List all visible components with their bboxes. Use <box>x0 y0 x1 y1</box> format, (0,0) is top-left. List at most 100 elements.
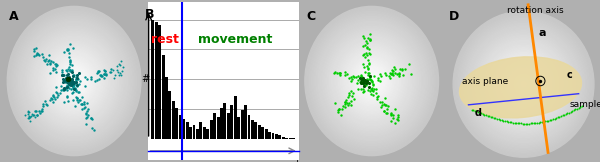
Ellipse shape <box>307 9 436 153</box>
Bar <box>244 105 247 139</box>
Bar <box>251 120 254 139</box>
Point <box>46 60 55 63</box>
Point <box>359 85 369 87</box>
Point <box>492 118 502 120</box>
Point <box>61 80 71 82</box>
Point <box>373 94 383 97</box>
Point <box>502 120 511 123</box>
Point <box>65 79 74 82</box>
Point <box>486 116 496 118</box>
Bar <box>241 110 244 139</box>
Point <box>368 89 378 92</box>
Text: speed: speed <box>274 160 299 162</box>
Point <box>62 79 71 81</box>
Point <box>52 91 62 94</box>
Point <box>64 78 73 81</box>
Point <box>386 76 395 79</box>
Point <box>68 82 77 85</box>
Point <box>32 53 42 56</box>
Point <box>494 118 503 121</box>
Point <box>62 47 71 50</box>
Point <box>71 75 81 78</box>
Point <box>363 59 373 62</box>
Point <box>398 67 407 70</box>
Text: D: D <box>449 10 459 23</box>
Point <box>94 71 103 74</box>
Point <box>532 122 542 124</box>
Point <box>64 78 74 81</box>
Point <box>66 82 76 85</box>
Point <box>363 37 373 39</box>
Point <box>556 115 566 117</box>
Bar <box>196 129 199 139</box>
Point <box>537 121 547 123</box>
Point <box>355 76 365 79</box>
Point <box>24 117 34 120</box>
Bar <box>185 122 188 139</box>
Point <box>68 74 78 76</box>
Point <box>500 120 510 122</box>
Ellipse shape <box>512 72 535 96</box>
Point <box>39 59 49 61</box>
Point <box>536 80 545 82</box>
Bar <box>161 55 164 139</box>
Point <box>404 63 413 65</box>
Point <box>534 121 544 124</box>
Point <box>71 78 80 80</box>
Point <box>87 118 97 120</box>
Point <box>67 79 76 82</box>
Point <box>344 92 353 94</box>
Point <box>29 48 38 51</box>
Ellipse shape <box>338 44 405 118</box>
Point <box>52 96 62 98</box>
Bar <box>289 138 292 139</box>
Point <box>393 116 403 119</box>
Point <box>63 81 73 83</box>
Point <box>50 68 60 70</box>
Point <box>518 122 527 125</box>
Point <box>363 89 373 92</box>
Text: d: d <box>475 108 482 118</box>
Point <box>388 114 397 116</box>
Point <box>31 54 41 56</box>
Point <box>100 72 110 75</box>
Point <box>386 113 396 116</box>
Point <box>395 68 405 70</box>
Point <box>373 79 383 81</box>
Point <box>367 80 377 83</box>
Point <box>392 73 402 75</box>
Bar <box>179 115 182 139</box>
Ellipse shape <box>70 76 79 86</box>
Point <box>68 82 77 85</box>
Ellipse shape <box>29 31 119 131</box>
Point <box>70 87 79 90</box>
Point <box>364 62 374 65</box>
Ellipse shape <box>325 29 418 133</box>
Point <box>63 99 73 102</box>
Point <box>67 92 77 94</box>
Point <box>68 91 78 94</box>
Point <box>65 70 74 72</box>
Point <box>361 81 371 84</box>
Point <box>67 78 77 80</box>
Point <box>364 52 373 54</box>
Point <box>67 64 77 67</box>
Ellipse shape <box>305 6 439 156</box>
Point <box>406 72 416 75</box>
Ellipse shape <box>14 14 134 148</box>
Point <box>561 113 571 115</box>
Ellipse shape <box>352 59 392 103</box>
Point <box>361 44 370 46</box>
Point <box>344 76 354 79</box>
Point <box>51 65 61 68</box>
Point <box>83 114 92 117</box>
Point <box>31 115 40 118</box>
Point <box>361 84 371 87</box>
Ellipse shape <box>43 46 105 116</box>
Point <box>113 65 122 67</box>
Point <box>375 101 385 104</box>
Point <box>359 53 369 55</box>
Point <box>365 90 374 92</box>
Point <box>469 109 478 111</box>
Point <box>540 120 550 123</box>
